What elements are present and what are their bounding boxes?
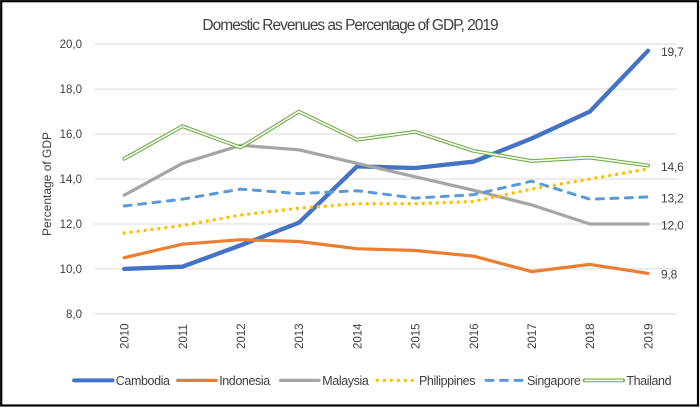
svg-text:9,8: 9,8 — [661, 268, 678, 282]
svg-text:Domestic Revenues as Percentag: Domestic Revenues as Percentage of GDP, … — [202, 17, 498, 34]
svg-text:12,0: 12,0 — [661, 218, 684, 232]
svg-text:13,2: 13,2 — [661, 191, 684, 205]
svg-text:Indonesia: Indonesia — [219, 374, 270, 388]
svg-text:2016: 2016 — [469, 323, 481, 349]
svg-text:8,0: 8,0 — [66, 309, 82, 321]
svg-text:2018: 2018 — [585, 323, 597, 349]
svg-text:10,0: 10,0 — [60, 264, 82, 276]
svg-text:14,6: 14,6 — [661, 160, 684, 174]
svg-text:Percentage of GDP: Percentage of GDP — [40, 132, 54, 236]
svg-text:20,0: 20,0 — [60, 39, 82, 51]
svg-text:2012: 2012 — [236, 323, 248, 349]
svg-text:Thailand: Thailand — [626, 374, 671, 388]
svg-text:2017: 2017 — [527, 323, 539, 349]
svg-text:14,0: 14,0 — [60, 174, 82, 186]
svg-text:2014: 2014 — [352, 323, 364, 349]
svg-text:Malaysia: Malaysia — [322, 374, 369, 388]
svg-text:16,0: 16,0 — [60, 129, 82, 141]
svg-text:12,0: 12,0 — [60, 219, 82, 231]
svg-text:2011: 2011 — [178, 324, 190, 349]
svg-text:Cambodia: Cambodia — [116, 374, 170, 388]
svg-text:2019: 2019 — [643, 323, 655, 349]
svg-text:2010: 2010 — [120, 323, 132, 349]
svg-text:18,0: 18,0 — [60, 84, 82, 96]
svg-text:Philippines: Philippines — [419, 374, 475, 388]
svg-text:2013: 2013 — [294, 323, 306, 349]
svg-text:Singapore: Singapore — [527, 374, 581, 388]
svg-text:2015: 2015 — [411, 323, 423, 349]
svg-text:19,7: 19,7 — [661, 45, 684, 59]
